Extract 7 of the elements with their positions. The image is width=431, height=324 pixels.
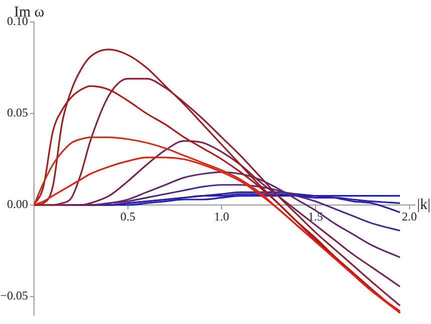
x-tick-label: 1.0 — [214, 209, 230, 224]
x-axis-title: |k| — [417, 196, 431, 213]
y-tick-label: 0.00 — [7, 197, 28, 212]
y-tick-label: −0.05 — [0, 288, 28, 303]
x-tick-label: 0.5 — [120, 209, 136, 224]
x-tick-label: 2.0 — [402, 209, 417, 224]
y-tick-label: 0.05 — [7, 106, 28, 120]
